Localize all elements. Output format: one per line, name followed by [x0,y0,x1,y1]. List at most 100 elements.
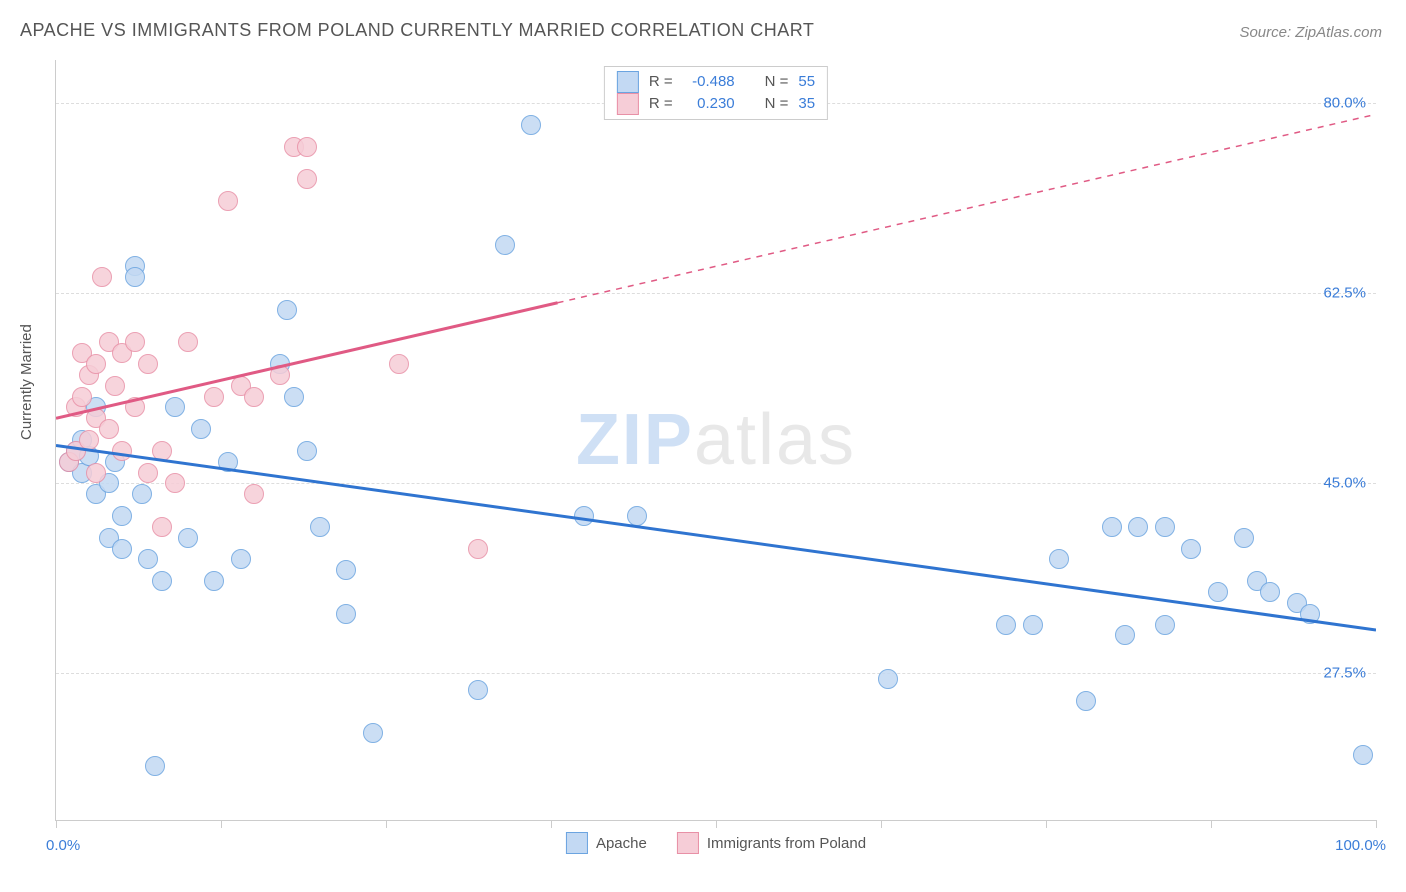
point-poland [297,137,317,157]
point-apache [1155,615,1175,635]
n-label: N = [765,71,789,93]
point-poland [125,332,145,352]
point-apache [112,506,132,526]
y-tick-label: 62.5% [1323,285,1366,302]
point-poland [92,267,112,287]
point-apache [1353,745,1373,765]
x-axis-min-label: 0.0% [46,837,80,854]
point-apache [574,506,594,526]
point-apache [1260,582,1280,602]
legend-item-apache: Apache [566,832,647,854]
series-legend: Apache Immigrants from Poland [566,832,866,854]
y-tick-label: 27.5% [1323,665,1366,682]
point-poland [86,463,106,483]
point-apache [878,669,898,689]
legend-label: Immigrants from Poland [707,835,866,852]
watermark-suffix: atlas [694,400,856,480]
point-apache [132,484,152,504]
point-apache [191,419,211,439]
point-poland [152,441,172,461]
point-poland [297,169,317,189]
point-apache [284,387,304,407]
n-value: 35 [798,93,815,115]
point-apache [521,115,541,135]
plot-area: ZIPatlas R = -0.488 N = 55 R = 0.230 N =… [55,60,1376,821]
x-axis-max-label: 100.0% [1335,837,1386,854]
regression-line-dashed [558,114,1376,302]
point-apache [996,615,1016,635]
point-poland [72,387,92,407]
point-apache [336,560,356,580]
y-tick-label: 45.0% [1323,475,1366,492]
regression-lines-svg [56,60,1376,820]
point-apache [495,235,515,255]
n-label: N = [765,93,789,115]
point-apache [363,723,383,743]
point-apache [627,506,647,526]
point-apache [468,680,488,700]
correlation-legend: R = -0.488 N = 55 R = 0.230 N = 35 [604,66,828,120]
point-poland [125,397,145,417]
point-poland [165,473,185,493]
point-poland [138,463,158,483]
point-poland [86,354,106,374]
point-apache [310,517,330,537]
x-tick [551,820,552,828]
point-apache [231,549,251,569]
point-apache [218,452,238,472]
point-apache [178,528,198,548]
point-apache [1102,517,1122,537]
point-poland [270,365,290,385]
point-poland [244,387,264,407]
y-tick-label: 80.0% [1323,95,1366,112]
point-apache [1208,582,1228,602]
point-poland [79,430,99,450]
point-poland [138,354,158,374]
x-tick [56,820,57,828]
legend-row-poland: R = 0.230 N = 35 [617,93,815,115]
point-apache [112,539,132,559]
point-apache [1234,528,1254,548]
gridline [56,673,1376,674]
point-apache [297,441,317,461]
gridline [56,293,1376,294]
x-tick [1376,820,1377,828]
x-tick [1211,820,1212,828]
point-apache [1023,615,1043,635]
x-tick [221,820,222,828]
point-poland [204,387,224,407]
chart-title: APACHE VS IMMIGRANTS FROM POLAND CURRENT… [20,20,814,41]
point-poland [112,441,132,461]
point-apache [1300,604,1320,624]
legend-row-apache: R = -0.488 N = 55 [617,71,815,93]
point-apache [1076,691,1096,711]
r-value: 0.230 [683,93,735,115]
swatch-poland [677,832,699,854]
point-apache [1115,625,1135,645]
r-label: R = [649,71,673,93]
point-poland [152,517,172,537]
point-apache [125,267,145,287]
y-axis-label: Currently Married [18,324,35,440]
point-apache [1181,539,1201,559]
point-poland [468,539,488,559]
point-apache [204,571,224,591]
x-tick [1046,820,1047,828]
r-label: R = [649,93,673,115]
point-poland [389,354,409,374]
point-apache [336,604,356,624]
legend-item-poland: Immigrants from Poland [677,832,866,854]
watermark: ZIPatlas [576,399,856,481]
point-poland [218,191,238,211]
swatch-apache [566,832,588,854]
swatch-apache [617,71,639,93]
regression-line-solid [56,445,1376,630]
n-value: 55 [798,71,815,93]
point-apache [1155,517,1175,537]
watermark-prefix: ZIP [576,400,694,480]
x-tick [386,820,387,828]
r-value: -0.488 [683,71,735,93]
point-poland [99,419,119,439]
point-apache [138,549,158,569]
point-apache [165,397,185,417]
